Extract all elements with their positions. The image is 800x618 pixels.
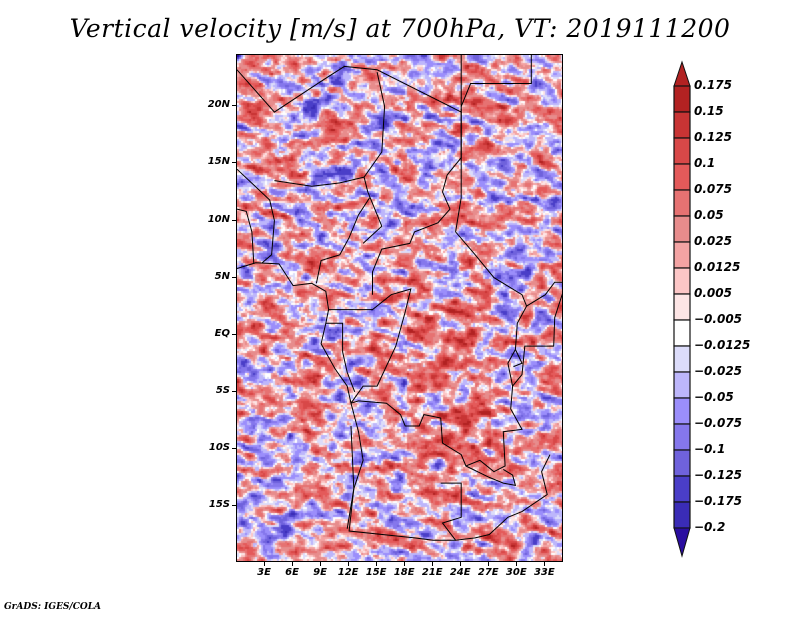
x-tick [404, 562, 406, 566]
colorbar-segment [673, 111, 691, 139]
colorbar-label: −0.2 [694, 520, 726, 534]
colorbar-segment [673, 475, 691, 503]
y-tick [232, 333, 236, 335]
coastline [237, 262, 364, 529]
x-tick [320, 562, 322, 566]
footer-credit: GrADS: IGES/COLA [4, 602, 102, 612]
x-tick-label: 3E [257, 567, 271, 578]
x-tick [460, 562, 462, 566]
colorbar-label: −0.075 [694, 416, 743, 430]
y-tick-label: 5N [214, 270, 230, 282]
x-tick-label: 21E [421, 567, 443, 578]
y-tick-label: 5S [215, 384, 230, 396]
chart-title: Vertical velocity [m/s] at 700hPa, VT: 2… [69, 14, 731, 43]
colorbar-segment [673, 501, 691, 529]
y-tick [232, 105, 236, 107]
x-tick-label: 9E [313, 567, 327, 578]
colorbar-segment [673, 85, 691, 113]
colorbar-label: −0.175 [694, 494, 743, 508]
country-border-line [465, 465, 517, 487]
x-tick [516, 562, 518, 566]
colorbar-segment [673, 345, 691, 373]
x-tick [348, 562, 350, 566]
country-border-line [315, 197, 371, 284]
country-border-line [526, 281, 562, 307]
x-tick [292, 562, 294, 566]
y-tick [232, 276, 236, 278]
colorbar-segment [673, 137, 691, 165]
y-tick-label: EQ [214, 327, 230, 339]
colorbar-segment [673, 449, 691, 477]
map-plot-area [236, 54, 563, 562]
x-tick-label: 6E [285, 567, 299, 578]
x-tick [264, 562, 266, 566]
colorbar-label: −0.125 [694, 468, 743, 482]
colorbar-segment [673, 423, 691, 451]
y-tick-label: 15S [208, 498, 230, 510]
colorbar-label: 0.05 [694, 208, 724, 222]
country-border-line [325, 322, 356, 392]
x-tick-label: 12E [337, 567, 359, 578]
country-border-line [440, 454, 551, 541]
country-border-line [274, 176, 365, 187]
x-tick-label: 30E [505, 567, 527, 578]
colorbar-label: 0.1 [694, 156, 716, 170]
country-borders [237, 55, 562, 541]
y-tick [232, 504, 236, 506]
colorbar-segment [673, 371, 691, 399]
colorbar-label: −0.05 [694, 390, 734, 404]
colorbar-label: 0.175 [694, 78, 732, 92]
country-border-line [512, 293, 562, 387]
country-border-line [460, 55, 532, 107]
country-border-line [237, 55, 462, 113]
country-border-line [372, 108, 462, 295]
colorbar-segment [673, 397, 691, 425]
x-tick [544, 562, 546, 566]
x-tick-label: 18E [393, 567, 415, 578]
y-tick-label: 20N [207, 99, 230, 111]
colorbar-segment [673, 241, 691, 269]
country-border-line [350, 112, 528, 473]
colorbar-segment [673, 319, 691, 347]
colorbar-label: −0.1 [694, 442, 726, 456]
colorbar-label: 0.125 [694, 130, 732, 144]
x-tick [376, 562, 378, 566]
y-tick-label: 10S [208, 441, 230, 453]
colorbar-label: 0.025 [694, 234, 732, 248]
y-tick [232, 219, 236, 221]
colorbar-label: 0.0125 [694, 260, 741, 274]
x-tick [488, 562, 490, 566]
country-border-line [362, 71, 386, 244]
country-border-line [328, 288, 412, 404]
y-tick-label: 15N [207, 156, 230, 168]
country-border-line [348, 425, 456, 541]
colorbar-segment [673, 163, 691, 191]
colorbar-segment [673, 267, 691, 295]
y-tick [232, 162, 236, 164]
country-border-line [237, 208, 255, 264]
colorbar-label: −0.005 [694, 312, 743, 326]
colorbar-segment [673, 293, 691, 321]
colorbar-label: −0.0125 [694, 338, 751, 352]
colorbar-under-arrow [673, 527, 691, 558]
country-border-line [237, 168, 275, 264]
y-tick [232, 390, 236, 392]
colorbar-label: 0.075 [694, 182, 732, 196]
y-tick-label: 10N [207, 213, 230, 225]
x-tick-label: 24E [449, 567, 471, 578]
country-border-line [513, 349, 523, 368]
colorbar-graphic [673, 60, 691, 558]
x-tick-label: 15E [365, 567, 387, 578]
x-tick-label: 27E [477, 567, 499, 578]
y-tick [232, 447, 236, 449]
colorbar-label: 0.005 [694, 286, 732, 300]
colorbar-segment [673, 215, 691, 243]
x-tick-label: 33E [533, 567, 555, 578]
colorbar-label: −0.025 [694, 364, 743, 378]
colorbar-over-arrow [673, 60, 691, 87]
x-tick [432, 562, 434, 566]
colorbar-label: 0.15 [694, 104, 724, 118]
vertical-velocity-field [237, 55, 562, 561]
colorbar-segment [673, 189, 691, 217]
